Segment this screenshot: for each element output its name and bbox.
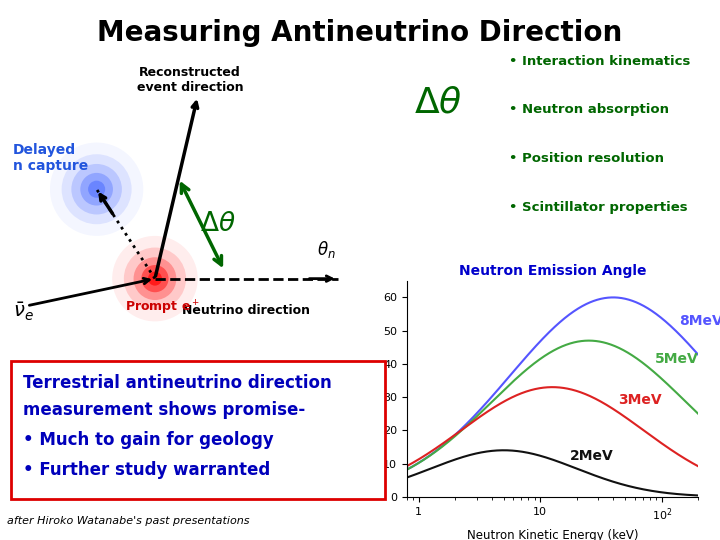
Text: $\theta_n$: $\theta_n$ <box>317 239 336 260</box>
Text: Reconstructed
event direction: Reconstructed event direction <box>137 66 243 94</box>
Text: $\Delta\theta$: $\Delta\theta$ <box>414 86 462 120</box>
Text: Measuring Antineutrino Direction: Measuring Antineutrino Direction <box>97 19 623 47</box>
Text: • Scintillator properties: • Scintillator properties <box>509 201 688 214</box>
Circle shape <box>81 173 113 206</box>
Circle shape <box>148 272 162 286</box>
Text: • Position resolution: • Position resolution <box>509 152 664 165</box>
Text: Prompt e$^+$: Prompt e$^+$ <box>125 299 200 317</box>
Text: Neutrino direction: Neutrino direction <box>182 304 310 317</box>
Circle shape <box>124 247 186 310</box>
Title: Neutron Emission Angle: Neutron Emission Angle <box>459 264 647 278</box>
Circle shape <box>141 265 168 292</box>
Circle shape <box>50 143 143 236</box>
Circle shape <box>62 154 132 224</box>
Text: 2MeV: 2MeV <box>570 449 613 463</box>
Text: 5MeV: 5MeV <box>655 353 698 366</box>
Circle shape <box>88 181 105 198</box>
FancyBboxPatch shape <box>11 361 384 500</box>
Text: • Much to gain for geology: • Much to gain for geology <box>22 430 274 449</box>
Text: measurement shows promise-: measurement shows promise- <box>22 401 305 420</box>
Text: Delayed
n capture: Delayed n capture <box>13 143 89 173</box>
Circle shape <box>112 236 198 321</box>
Circle shape <box>71 164 122 214</box>
Text: 8MeV: 8MeV <box>680 314 720 328</box>
Text: • Neutron absorption: • Neutron absorption <box>509 103 669 116</box>
Text: • Interaction kinematics: • Interaction kinematics <box>509 55 690 68</box>
Text: • Further study warranted: • Further study warranted <box>22 461 270 479</box>
X-axis label: Neutron Kinetic Energy (keV): Neutron Kinetic Energy (keV) <box>467 529 639 540</box>
Circle shape <box>134 257 176 300</box>
Text: $\Delta\theta$: $\Delta\theta$ <box>200 212 235 238</box>
Text: 3MeV: 3MeV <box>618 393 662 407</box>
Y-axis label: θn: θn <box>362 374 382 389</box>
Text: $\bar{\nu}_e$: $\bar{\nu}_e$ <box>13 301 34 323</box>
Text: after Hiroko Watanabe's past presentations: after Hiroko Watanabe's past presentatio… <box>7 516 250 526</box>
Text: Terrestrial antineutrino direction: Terrestrial antineutrino direction <box>22 374 331 391</box>
